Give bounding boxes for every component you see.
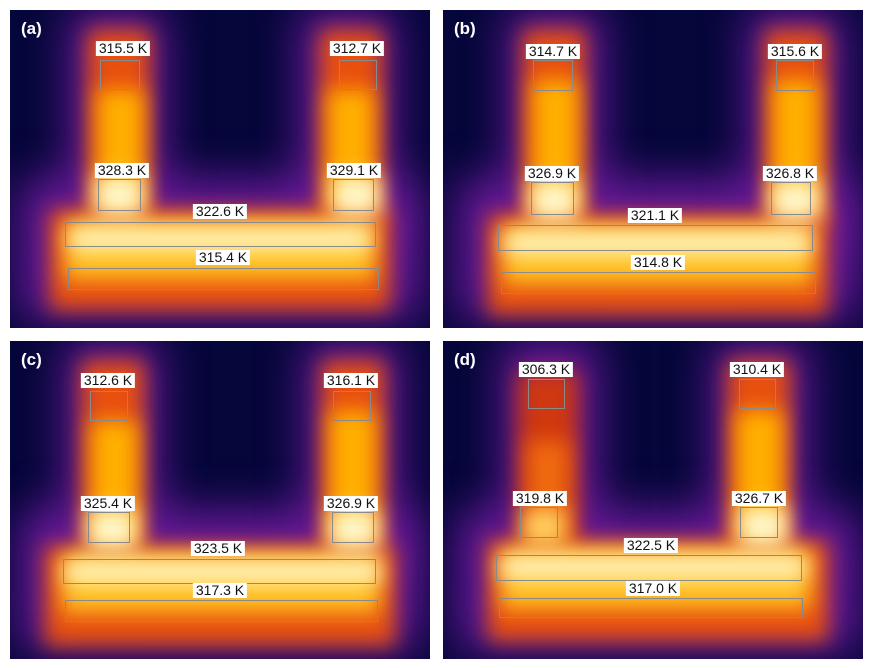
roi-mid-left [520,507,558,538]
temp-label-top-left: 314.7 K [525,44,581,59]
roi-top-left [533,60,573,91]
thermal-panel-d: (d) 306.3 K 310.4 K 319.8 K 326.7 K 322.… [443,341,863,659]
roi-top-left [90,391,128,421]
temp-label-mid-right: 326.9 K [323,496,379,511]
temp-label-mid-right: 329.1 K [326,163,382,178]
temp-label-mid-left: 326.9 K [524,166,580,181]
base-hotspot [505,232,810,254]
temp-label-mid-left: 328.3 K [94,163,150,178]
panel-label: (c) [21,350,42,369]
panel-label: (d) [454,350,476,369]
roi-top-right [776,60,814,91]
roi-bar-lower [65,600,378,622]
base-hotspot [501,556,806,578]
roi-bar-upper [63,559,376,584]
temp-label-bar-lower: 314.8 K [630,255,686,270]
roi-bar-lower [68,268,379,290]
temp-label-mid-right: 326.7 K [731,491,787,506]
thermal-panel-c: (c) 312.6 K 316.1 K 325.4 K 326.9 K 323.… [10,341,430,659]
roi-mid-right [333,179,374,211]
roi-mid-right [740,507,778,538]
temp-label-bar-upper: 322.6 K [192,204,248,219]
left-hotspot [530,180,578,220]
roi-top-left [100,60,140,90]
roi-mid-right [332,512,374,543]
roi-bar-upper [496,555,802,581]
temp-label-mid-left: 325.4 K [80,496,136,511]
temp-label-bar-lower: 317.3 K [192,583,248,598]
roi-bar-lower [501,272,816,294]
temp-label-mid-right: 326.8 K [762,166,818,181]
thermal-panel-b: (b) 314.7 K 315.6 K 326.9 K 326.8 K 321.… [443,10,863,328]
roi-bar-upper [65,222,376,247]
temp-label-mid-left: 319.8 K [512,491,568,506]
temp-label-top-right: 310.4 K [729,362,785,377]
temp-label-top-left: 306.3 K [518,362,574,377]
temp-label-top-left: 315.5 K [95,41,151,56]
roi-top-right [739,379,776,409]
right-hotspot [332,175,380,215]
temp-label-top-left: 312.6 K [80,373,136,388]
temp-label-top-right: 316.1 K [323,373,379,388]
left-hotspot [523,509,565,545]
roi-mid-right [771,182,811,215]
temp-label-top-right: 315.6 K [767,44,823,59]
roi-bar-lower [499,598,803,618]
roi-top-right [333,391,371,421]
right-hotspot [771,180,819,220]
roi-bar-upper [498,225,813,251]
temp-label-bar-upper: 321.1 K [627,208,683,223]
roi-top-left [528,379,565,409]
temp-label-bar-upper: 322.5 K [623,538,679,553]
roi-mid-left [88,512,130,543]
roi-mid-left [531,182,574,215]
right-hotspot [739,506,787,546]
panel-label: (a) [21,19,42,38]
roi-top-right [339,60,377,90]
roi-mid-left [98,179,141,211]
temp-label-bar-lower: 315.4 K [195,250,251,265]
thermal-panel-a: (a) 315.5 K 312.7 K 328.3 K 329.1 K 322.… [10,10,430,328]
temp-label-bar-upper: 323.5 K [190,541,246,556]
base-hotspot [65,561,380,583]
panel-label: (b) [454,19,476,38]
left-hotspot [95,175,143,215]
temp-label-bar-lower: 317.0 K [625,581,681,596]
base-hotspot [70,228,370,250]
temp-label-top-right: 312.7 K [329,41,385,56]
